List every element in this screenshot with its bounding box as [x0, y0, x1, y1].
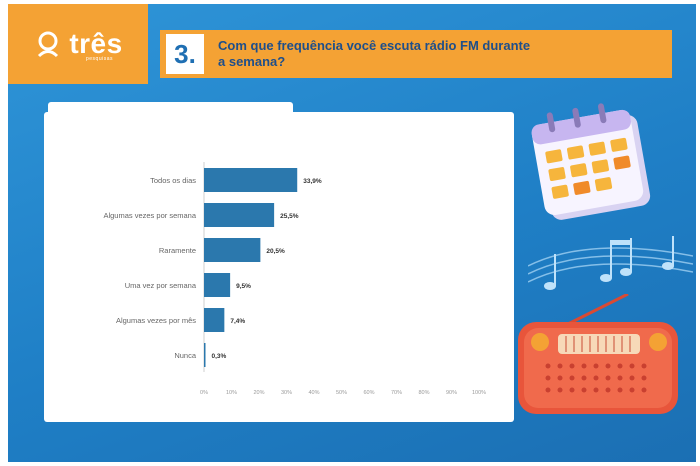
data-label: 33,9% — [303, 178, 322, 185]
data-label: 25,5% — [280, 213, 299, 220]
x-tick-label: 90% — [446, 390, 457, 396]
bar — [204, 203, 275, 227]
logo-subtitle: pesquisas — [86, 56, 114, 62]
bar — [204, 168, 298, 192]
music-notes-icon — [528, 236, 693, 290]
x-tick-label: 100% — [472, 390, 486, 396]
category-label: Todos os dias — [150, 176, 196, 185]
logo-icon — [38, 31, 59, 58]
radio-icon — [518, 294, 678, 414]
x-tick-label: 60% — [363, 390, 374, 396]
bar — [204, 343, 206, 367]
question-title-bar: 3. Com que frequência você escuta rádio … — [160, 30, 672, 78]
category-label: Nunca — [174, 351, 197, 360]
bar — [204, 308, 225, 332]
slide: três pesquisas 3. Com que frequência voc… — [8, 4, 696, 462]
category-label: Algumas vezes por mês — [116, 316, 196, 325]
data-label: 20,5% — [266, 248, 285, 255]
x-tick-label: 30% — [281, 390, 292, 396]
x-tick-label: 10% — [226, 390, 237, 396]
category-label: Algumas vezes por semana — [103, 211, 196, 220]
question-text: Com que frequência você escuta rádio FM … — [218, 38, 531, 69]
bar — [204, 238, 261, 262]
data-label: 0,3% — [212, 353, 227, 360]
bar — [204, 273, 231, 297]
logo-text: três — [69, 28, 123, 59]
question-number: 3. — [166, 34, 204, 74]
data-label: 7,4% — [230, 318, 245, 325]
category-label: Raramente — [159, 246, 196, 255]
category-label: Uma vez por semana — [125, 281, 197, 290]
x-tick-label: 70% — [391, 390, 402, 396]
x-tick-label: 80% — [418, 390, 429, 396]
x-tick-label: 50% — [336, 390, 347, 396]
x-tick-label: 0% — [200, 390, 208, 396]
chart-card: Todos os dias 33,9% Algumas vezes por sema… — [44, 112, 514, 422]
logo-panel: três pesquisas — [8, 4, 148, 84]
calendar-icon — [531, 103, 651, 220]
bar-chart: Todos os dias 33,9% Algumas vezes por sema… — [103, 162, 486, 396]
x-tick-label: 40% — [308, 390, 319, 396]
data-label: 9,5% — [236, 283, 251, 290]
x-tick-label: 20% — [253, 390, 264, 396]
